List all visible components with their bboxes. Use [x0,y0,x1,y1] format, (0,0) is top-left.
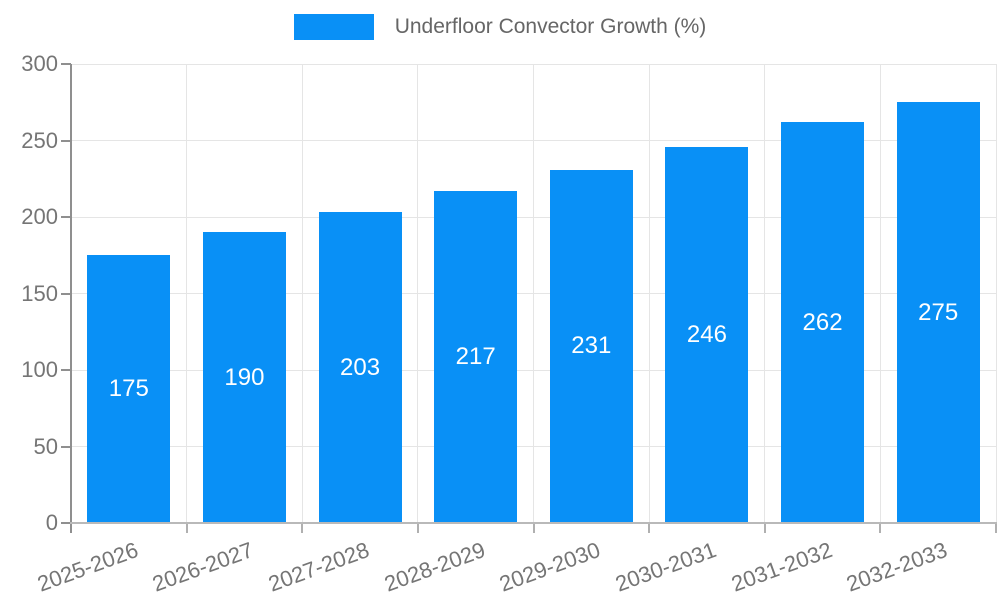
y-tick-label: 150 [21,280,58,306]
y-tick-label: 250 [21,127,58,153]
x-tick-mark [416,523,419,533]
legend: Underfloor Convector Growth (%) [0,14,1000,40]
gridline-vertical [764,64,766,523]
x-tick-mark [763,523,766,533]
gridline-vertical [417,64,419,523]
y-tick-mark [61,216,71,218]
legend-label: Underfloor Convector Growth (%) [394,15,707,38]
bar: 231 [549,169,633,523]
bar: 217 [434,190,518,523]
x-tick-mark [301,523,304,533]
y-tick-label: 100 [21,357,58,382]
x-tick-mark [648,523,651,533]
y-tick-mark [61,369,71,371]
x-tick-label: 2031-2032 [727,537,835,597]
y-tick-mark [61,63,71,65]
bar: 190 [202,232,286,523]
y-tick-label: 200 [21,204,58,229]
x-tick-label: 2030-2031 [611,537,720,597]
bar-value-label: 175 [108,375,149,403]
x-tick-label: 2029-2030 [496,537,604,597]
x-tick-label: 2027-2028 [265,537,373,597]
bar: 246 [665,146,749,523]
y-tick-label: 0 [45,510,58,535]
x-tick-label: 2026-2027 [149,537,257,597]
gridline-vertical [648,64,650,523]
bar-value-label: 231 [571,332,612,360]
bar: 262 [781,122,865,523]
x-tick-label: 2025-2026 [33,537,142,597]
gridline-vertical [879,64,881,523]
y-tick-label: 50 [33,433,58,459]
bar: 203 [318,212,402,523]
x-tick-mark [995,523,997,533]
bar-value-label: 246 [686,320,727,348]
bar: 175 [87,255,171,523]
bar-value-label: 203 [340,353,381,381]
y-tick-mark [61,139,71,142]
bar-value-label: 190 [224,363,265,391]
y-tick-mark [61,445,71,448]
gridline-vertical [533,64,534,523]
bar: 275 [896,102,980,523]
x-axis-line [70,522,997,524]
y-tick-mark [61,292,71,295]
x-tick-mark [185,523,188,533]
bar-value-label: 262 [802,308,843,336]
gridline-vertical [301,64,303,523]
x-tick-mark [879,523,882,533]
bar-value-label: 275 [918,298,959,326]
gridline-vertical [995,64,997,523]
x-tick-label: 2028-2029 [380,537,489,597]
y-tick-mark [61,522,71,524]
gridline-vertical [186,64,188,523]
legend-item[interactable]: Underfloor Convector Growth (%) [293,14,707,40]
x-tick-mark [532,523,535,533]
bar-value-label: 217 [455,342,496,370]
x-tick-label: 2032-2033 [843,537,951,597]
y-axis-line [70,64,72,533]
legend-swatch [293,14,374,40]
y-tick-label: 300 [21,51,58,76]
